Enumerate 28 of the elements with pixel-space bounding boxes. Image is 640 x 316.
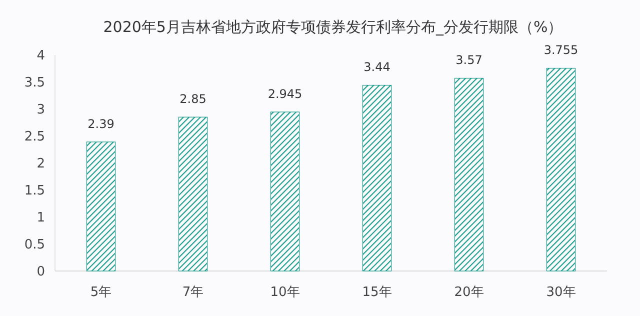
y-tick-label: 0.5 — [24, 238, 45, 253]
data-label: 2.85 — [180, 92, 206, 106]
x-tick-label: 15年 — [362, 285, 392, 300]
bar — [270, 112, 300, 272]
data-label: 2.945 — [268, 86, 302, 101]
bar — [546, 68, 576, 272]
y-tick-label: 1.5 — [24, 184, 45, 199]
x-tick-label: 7年 — [182, 285, 204, 300]
bar — [178, 116, 208, 272]
y-tick-label: 0 — [36, 264, 45, 280]
data-label: 3.57 — [456, 53, 482, 68]
data-label: 3.755 — [544, 43, 578, 58]
data-label: 3.44 — [364, 60, 390, 74]
chart-title: 2020年5月吉林省地方政府专项债券发行利率分布_分发行期限（%） — [103, 18, 563, 36]
x-tick-label: 10年 — [270, 285, 300, 300]
bar — [362, 84, 392, 272]
y-tick-label: 2 — [36, 156, 45, 172]
y-tick-label: 4 — [36, 48, 45, 64]
x-tick-label: 20年 — [454, 285, 484, 300]
bar — [454, 78, 484, 272]
y-tick-label: 1 — [36, 210, 45, 226]
y-tick-label: 2.5 — [24, 130, 45, 145]
x-tick-label: 30年 — [546, 285, 576, 300]
x-tick-label: 5年 — [90, 285, 112, 300]
bar — [86, 142, 116, 272]
y-tick-label: 3.5 — [24, 76, 45, 91]
y-tick-label: 3 — [36, 102, 45, 118]
data-label: 2.39 — [88, 116, 114, 131]
